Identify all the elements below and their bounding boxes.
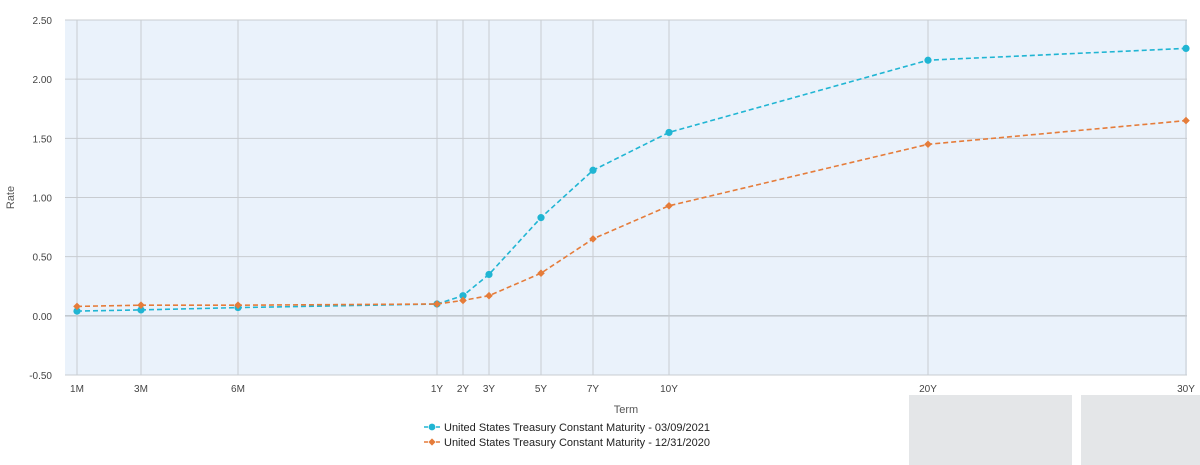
y-tick-label: -0.50 xyxy=(29,371,52,382)
x-tick-label: 10Y xyxy=(660,384,678,395)
x-tick-label: 3Y xyxy=(483,384,496,395)
legend-marker xyxy=(428,423,436,431)
x-gridlines xyxy=(76,20,1187,375)
legend-marker xyxy=(428,438,436,446)
data-point[interactable] xyxy=(73,307,81,315)
series-1 xyxy=(73,44,1190,315)
x-tick-label: 5Y xyxy=(535,384,548,395)
data-point[interactable] xyxy=(665,201,673,210)
x-axis-title: Term xyxy=(614,404,638,416)
y-tick-label: 1.00 xyxy=(33,194,53,205)
data-point[interactable] xyxy=(537,214,545,222)
data-point[interactable] xyxy=(1182,44,1190,53)
x-tick-label: 7Y xyxy=(587,384,600,395)
x-tick-label: 30Y xyxy=(1177,384,1195,395)
y-tick-label: 0.50 xyxy=(33,253,53,264)
data-point[interactable] xyxy=(433,300,441,308)
data-point[interactable] xyxy=(459,296,467,305)
y-tick-label: 2.50 xyxy=(33,16,53,27)
data-point[interactable] xyxy=(589,166,597,174)
x-tick-label: 2Y xyxy=(457,384,470,395)
data-point[interactable] xyxy=(485,270,493,279)
data-point[interactable] xyxy=(665,128,673,137)
data-point[interactable] xyxy=(459,292,467,300)
y-axis-title: Rate xyxy=(5,186,17,209)
data-point[interactable] xyxy=(589,235,597,243)
data-point[interactable] xyxy=(924,140,932,149)
y-axis-ticks: -0.50 0.00 0.50 1.00 1.50 2.00 2.50 xyxy=(29,16,52,382)
data-point[interactable] xyxy=(1182,116,1190,125)
data-point[interactable] xyxy=(485,291,493,300)
legend-label: United States Treasury Constant Maturity… xyxy=(444,437,710,449)
y-gridlines xyxy=(65,19,1187,376)
legend-label: United States Treasury Constant Maturity… xyxy=(444,422,710,434)
series-2 xyxy=(73,116,1190,311)
x-axis-ticks: 1M 3M 6M 1Y 2Y 3Y 5Y 7Y 10Y 20Y 30Y xyxy=(70,384,1195,395)
x-tick-label: 1Y xyxy=(431,384,444,395)
data-point[interactable] xyxy=(137,306,145,314)
y-tick-label: 2.00 xyxy=(33,75,53,86)
x-tick-label: 20Y xyxy=(919,384,937,395)
legend-item[interactable]: United States Treasury Constant Maturity… xyxy=(424,422,710,434)
data-point[interactable] xyxy=(234,301,242,309)
series-layer xyxy=(73,44,1190,315)
legend[interactable]: United States Treasury Constant Maturity… xyxy=(424,422,710,449)
x-tick-label: 6M xyxy=(231,384,245,395)
data-point[interactable] xyxy=(537,269,545,278)
x-tick-label: 1M xyxy=(70,384,84,395)
legend-item[interactable]: United States Treasury Constant Maturity… xyxy=(424,437,710,449)
overlay-block-left xyxy=(909,395,1072,465)
overlay-block-right xyxy=(1081,395,1200,465)
data-point[interactable] xyxy=(73,302,81,311)
y-tick-label: 1.50 xyxy=(33,134,53,145)
data-point[interactable] xyxy=(924,56,932,64)
data-point[interactable] xyxy=(137,301,145,309)
y-tick-label: 0.00 xyxy=(33,312,53,323)
x-tick-label: 3M xyxy=(134,384,148,395)
